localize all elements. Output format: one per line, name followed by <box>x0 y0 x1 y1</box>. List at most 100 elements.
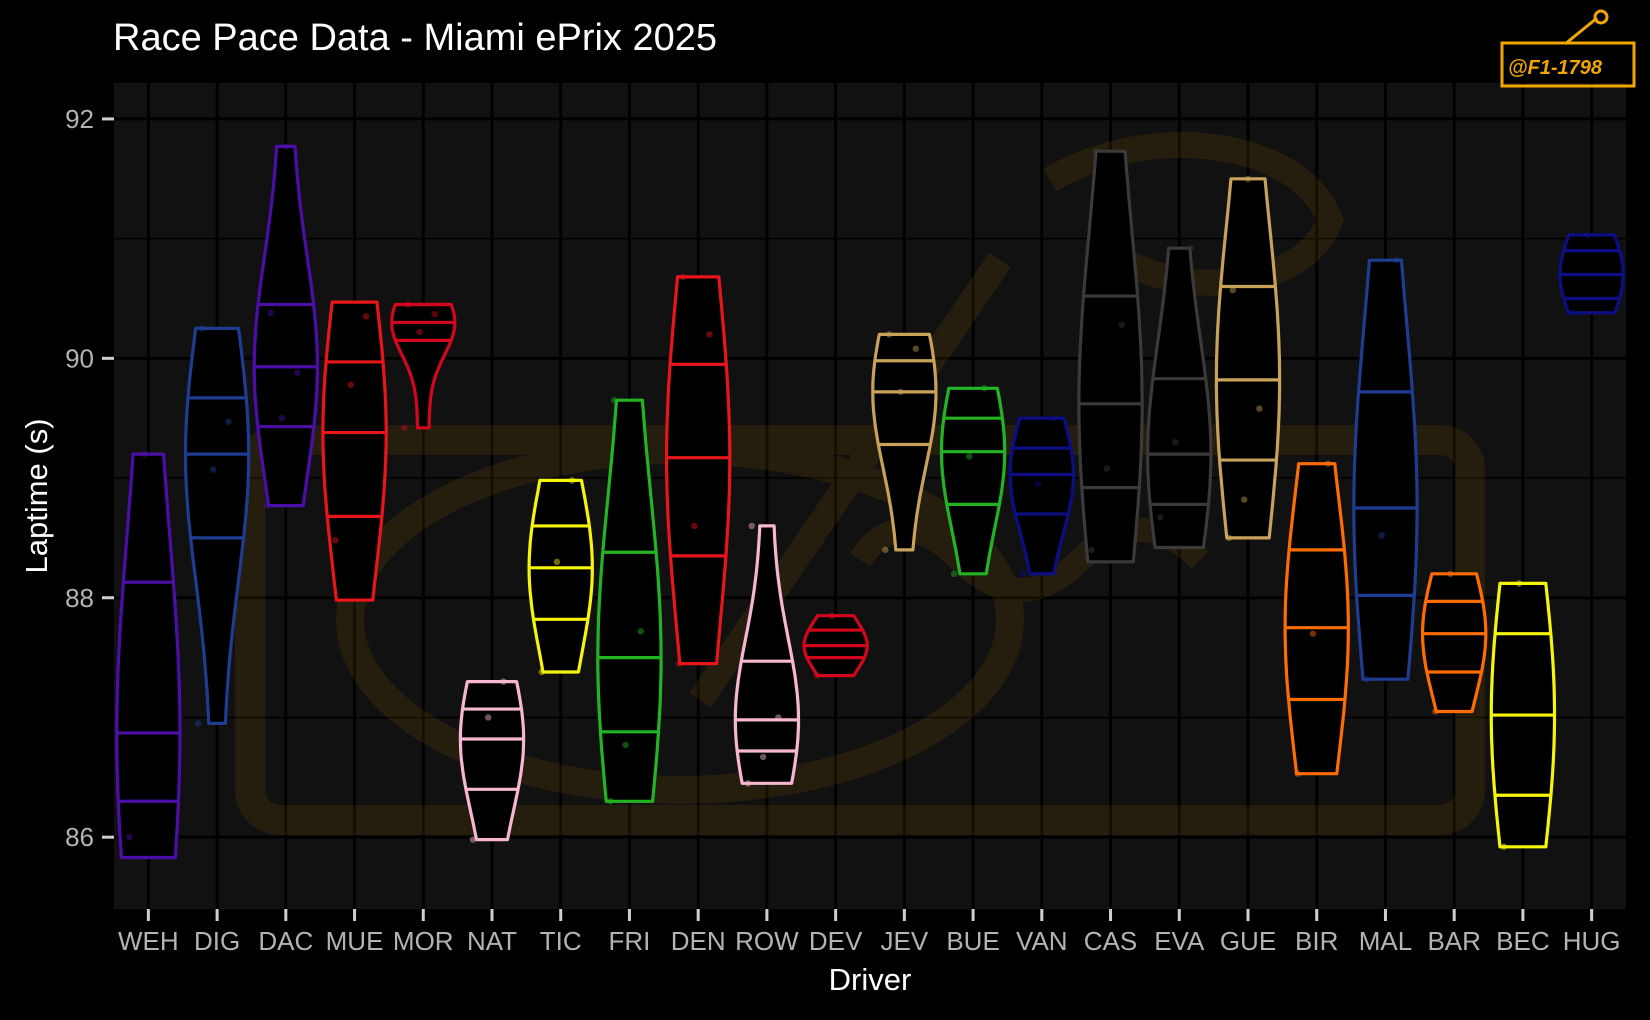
violin-den <box>665 275 732 666</box>
data-point <box>912 345 919 352</box>
x-tick-label: DEN <box>671 926 726 956</box>
x-tick-label: CAS <box>1084 926 1137 956</box>
data-point <box>210 466 217 473</box>
x-tick-label: HUG <box>1563 926 1621 956</box>
data-point <box>1241 496 1248 503</box>
data-point <box>1172 438 1179 446</box>
data-point <box>198 325 206 332</box>
data-point <box>1363 675 1370 683</box>
data-point <box>637 628 645 635</box>
data-point <box>293 369 301 376</box>
data-point <box>1049 414 1057 422</box>
data-point <box>282 143 290 150</box>
violin-bir <box>1283 462 1350 776</box>
data-point <box>744 780 752 787</box>
y-tick-label: 86 <box>65 822 94 852</box>
violin-mal <box>1352 258 1419 681</box>
data-point <box>882 546 889 554</box>
data-point <box>1157 514 1164 521</box>
data-point <box>332 537 339 544</box>
data-point <box>622 741 629 749</box>
watermark-logo: @F1-1798 <box>1500 9 1636 88</box>
data-point <box>1034 480 1042 488</box>
violin-cas <box>1077 149 1144 564</box>
x-tick-label: BUE <box>946 926 999 956</box>
watermark-text: @F1-1798 <box>1508 57 1603 79</box>
x-axis: WEH DIG DAC MUE MOR NAT TIC FRI DEN ROW DEV JEV BUE V… <box>118 909 1621 956</box>
x-tick-label: BEC <box>1496 926 1549 956</box>
x-tick-label: JEV <box>881 926 929 956</box>
x-tick-label: MOR <box>393 926 454 956</box>
violin-mue <box>321 300 388 602</box>
data-point <box>828 612 836 619</box>
data-point <box>950 570 958 578</box>
data-point <box>194 720 202 727</box>
data-point <box>1500 843 1508 850</box>
data-point <box>706 331 713 338</box>
data-point <box>1584 231 1592 239</box>
data-point <box>813 672 820 679</box>
violin-nat <box>458 680 526 842</box>
x-tick-label: TIC <box>540 926 582 956</box>
x-tick-label: WEH <box>118 926 179 956</box>
y-tick-label: 88 <box>65 583 94 613</box>
data-point <box>1515 580 1523 587</box>
data-point <box>568 477 576 484</box>
x-tick-label: DIG <box>194 926 240 956</box>
data-point <box>1393 256 1401 264</box>
data-point <box>347 381 354 388</box>
data-point <box>1103 465 1110 472</box>
data-point <box>1447 570 1454 578</box>
data-point <box>126 833 133 841</box>
violins <box>115 144 1625 860</box>
data-point <box>225 418 232 425</box>
data-point <box>679 273 687 281</box>
data-point <box>759 753 767 761</box>
x-tick-label: VAN <box>1016 926 1068 956</box>
data-point <box>485 714 492 721</box>
x-tick-label: NAT <box>467 926 517 956</box>
x-tick-label: GUE <box>1220 926 1276 956</box>
x-tick-label: EVA <box>1154 926 1205 956</box>
data-point <box>1118 321 1126 329</box>
data-point <box>1088 546 1095 554</box>
data-point <box>431 310 438 318</box>
data-point <box>607 798 614 805</box>
y-tick-label: 90 <box>65 343 94 373</box>
violin-dac <box>252 144 319 508</box>
data-point <box>966 453 973 460</box>
y-axis: 86 88 90 92 <box>65 104 114 852</box>
data-point <box>278 414 286 422</box>
data-point <box>267 309 274 317</box>
x-tick-label: DAC <box>258 926 313 956</box>
data-point <box>1432 708 1439 715</box>
violin-eva <box>1146 246 1213 550</box>
data-point <box>538 668 545 676</box>
data-point <box>1244 175 1252 182</box>
data-point <box>500 678 507 685</box>
x-tick-label: BAR <box>1427 926 1480 956</box>
data-point <box>676 660 683 667</box>
data-point <box>885 331 893 338</box>
data-point <box>897 388 904 396</box>
data-point <box>1569 309 1576 317</box>
data-point <box>362 313 370 320</box>
data-point <box>401 424 408 431</box>
violin-gue <box>1214 177 1282 540</box>
data-point <box>1309 630 1317 637</box>
data-point <box>1256 405 1263 412</box>
x-tick-label: DEV <box>809 926 863 956</box>
data-point <box>1229 286 1237 294</box>
violin-jev <box>871 332 938 552</box>
x-axis-title: Driver <box>829 962 912 997</box>
data-point <box>553 558 561 566</box>
violin-mor <box>390 302 457 430</box>
data-point <box>263 502 271 509</box>
data-point <box>981 385 988 392</box>
data-point <box>1019 570 1027 578</box>
data-point <box>691 522 698 530</box>
data-point <box>1378 532 1385 539</box>
data-point <box>469 836 477 843</box>
